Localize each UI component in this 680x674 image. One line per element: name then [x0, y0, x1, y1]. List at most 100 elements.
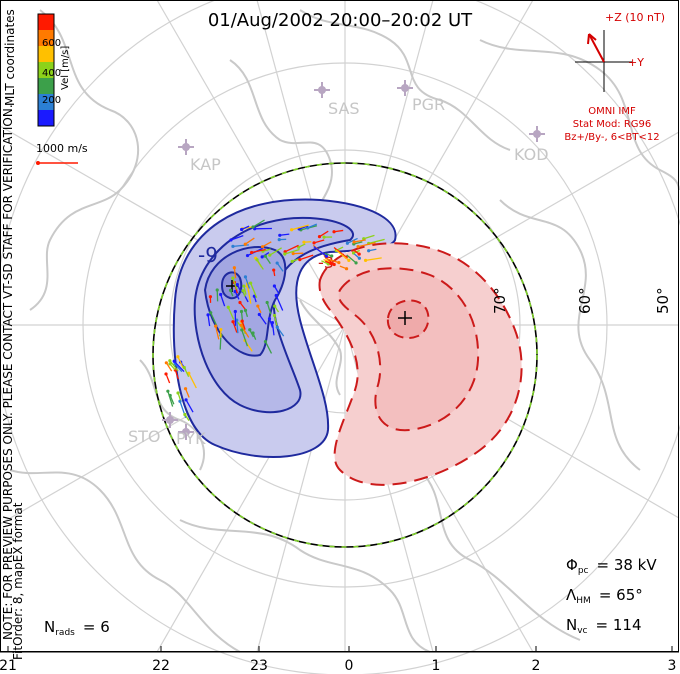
coastline-greenland — [299, 299, 343, 396]
velocity-vector — [269, 247, 282, 256]
mlt-label-1: 1 — [432, 658, 441, 674]
velocity-vector-origin — [215, 288, 219, 292]
stat-nrads: Nrads = 6 — [44, 618, 110, 638]
velocity-vector — [165, 362, 173, 372]
velocity-vector-origin — [273, 304, 277, 308]
velocity-vector — [347, 237, 358, 244]
fit-order-note: FitOrder: 8, mapEX format — [11, 502, 25, 660]
positive-cell-inner-contour — [386, 299, 430, 339]
plot-background — [0, 0, 679, 652]
velocity-vector-origin — [243, 275, 248, 279]
velocity-vector-origin — [251, 331, 255, 335]
map-title: 01/Aug/2002 20:00–20:02 UT — [208, 10, 473, 31]
velocity-vector-origin — [219, 292, 223, 297]
velocity-vector — [230, 235, 244, 241]
velocity-vector-origin — [332, 230, 336, 234]
stat-nvc-value: = 114 — [596, 616, 642, 634]
coastline-south-east — [419, 469, 581, 641]
velocity-vector-origin — [267, 317, 272, 321]
velocity-vector — [313, 246, 327, 257]
velocity-vector — [264, 341, 273, 354]
velocity-vector-origin — [241, 289, 245, 293]
velocity-vector-origin — [260, 255, 264, 259]
velocity-vector-origin — [345, 241, 349, 245]
colorbar-border — [37, 13, 55, 127]
velocity-vector-origin — [274, 293, 278, 298]
velocity-vector — [220, 294, 226, 307]
velocity-vector-origin — [344, 267, 349, 271]
velocity-vector — [227, 306, 235, 320]
velocity-vector-origin — [208, 295, 212, 299]
mlt-label-2: 2 — [532, 658, 541, 674]
velocity-vector — [177, 356, 184, 369]
velocity-vector — [276, 326, 285, 337]
positive-convection-cell — [318, 242, 523, 486]
velocity-vector — [173, 360, 185, 373]
velocity-vector-origin — [351, 251, 356, 255]
velocity-vector — [169, 360, 179, 372]
station-dot-pgr — [401, 84, 409, 92]
velocity-vector-origin — [172, 359, 176, 363]
velocity-vector-origin — [164, 361, 168, 365]
stat-nvc-symbol: N — [566, 616, 577, 634]
coastline-east — [499, 199, 641, 471]
velocity-vector — [241, 329, 249, 347]
stat-lambda-subscript: HM — [576, 596, 591, 606]
velocity-vector-origin — [250, 250, 254, 255]
stat-phi: Φpc = 38 kV — [566, 556, 657, 576]
stat-lambda-symbol: Λ — [566, 586, 577, 604]
velocity-vector — [325, 257, 340, 264]
station-dot-kod — [533, 130, 541, 138]
velocity-vector-origin — [226, 305, 230, 309]
velocity-vector-origin — [290, 259, 294, 264]
stat-nvc: Nvc = 114 — [566, 616, 641, 636]
velocity-vector-origin — [270, 320, 275, 325]
mlt-label-0: 0 — [345, 658, 354, 674]
station-label-pyk: PYK — [176, 429, 206, 448]
velocity-vector-origin — [352, 240, 356, 244]
velocity-vector — [333, 246, 347, 258]
velocity-vector — [323, 255, 335, 266]
mlt-label-21: 21 — [0, 658, 17, 674]
velocity-vector — [232, 321, 238, 333]
velocity-vector — [252, 219, 265, 228]
stat-phi-value: = 38 kV — [596, 556, 657, 574]
imf-model: Stat Mod: RG96 — [573, 119, 652, 130]
velocity-vector — [174, 369, 179, 380]
velocity-vector — [244, 237, 255, 245]
velocity-vector — [313, 239, 325, 244]
coastline-north-west — [229, 59, 333, 241]
velocity-vector-origin — [240, 319, 244, 323]
velocity-vector — [271, 322, 275, 336]
station-label-pgr: PGR — [412, 95, 445, 114]
velocity-vector — [246, 286, 252, 304]
velocity-vector — [183, 367, 190, 377]
velocity-vector — [273, 315, 278, 326]
velocity-vector — [275, 295, 284, 311]
velocity-vector-origin — [272, 268, 276, 272]
coastline-north-east — [479, 39, 680, 191]
stat-phi-symbol: Φ — [566, 556, 578, 574]
coastline-scandinavia — [139, 359, 205, 471]
station-dot-pyk — [182, 428, 190, 436]
colorbar-segment — [38, 94, 54, 111]
reference-vector-dot — [36, 161, 40, 165]
velocity-vector-origin — [164, 372, 168, 376]
fit-statistics: Φpc = 38 kV ΛHM = 65° Nvc = 114 Nrads = 6 — [44, 556, 657, 638]
stat-lambda-value: = 65° — [599, 586, 643, 604]
plot-frame — [0, 0, 679, 652]
velocity-vector-origin — [228, 288, 233, 292]
station-dot-kap — [182, 143, 190, 151]
velocity-vector — [233, 267, 237, 279]
velocity-vector — [236, 320, 239, 334]
velocity-vector-origin — [317, 235, 322, 239]
velocity-vector-origin — [278, 233, 282, 237]
imf-source: OMNI IMF — [588, 106, 636, 117]
velocity-vector-origin — [233, 309, 237, 314]
velocity-vector-origin — [248, 328, 252, 332]
velocity-vector — [368, 238, 385, 245]
velocity-vector-origin — [238, 300, 242, 305]
meridian-10 — [156, 0, 346, 326]
colorbar-segment — [38, 62, 54, 79]
